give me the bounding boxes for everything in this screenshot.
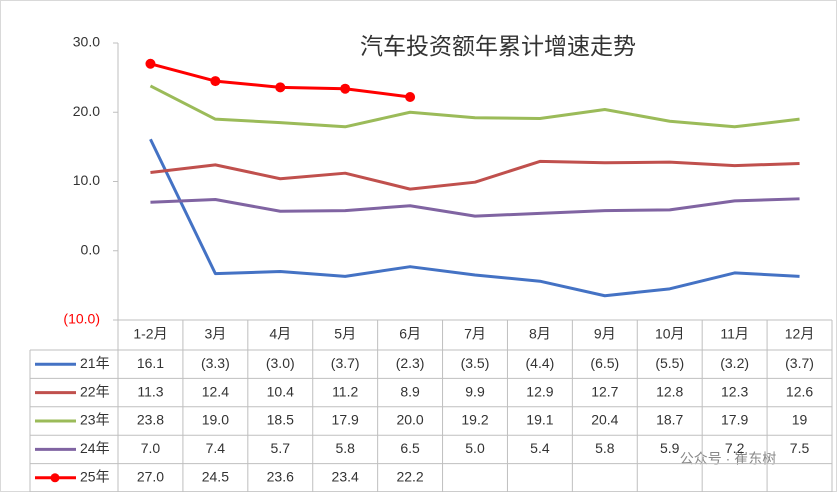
data-label: 23.6 <box>267 469 294 485</box>
legend-label: 25年 <box>80 469 110 485</box>
data-label: 19.2 <box>461 412 488 428</box>
data-label: 11.3 <box>137 383 163 399</box>
chart-title: 汽车投资额年累计增速走势 <box>360 33 636 59</box>
data-label: 8.9 <box>400 383 420 399</box>
y-tick-label: 30.0 <box>73 34 100 50</box>
x-tick-label: 12月 <box>785 326 815 342</box>
series-line <box>150 197 800 218</box>
data-label: 23.8 <box>137 412 164 428</box>
x-tick-label: 11月 <box>720 326 749 342</box>
data-label: (4.4) <box>526 355 555 371</box>
data-label: (3.0) <box>266 355 295 371</box>
series-line <box>149 138 800 298</box>
data-label: 10.4 <box>267 383 294 399</box>
x-tick-label: 10月 <box>655 326 685 342</box>
data-label: 12.9 <box>526 383 553 399</box>
x-tick-label: 1-2月 <box>133 326 167 342</box>
data-label: 17.9 <box>721 412 748 428</box>
data-label: (3.7) <box>331 355 360 371</box>
data-label: 20.4 <box>591 412 618 428</box>
y-tick-label: 20.0 <box>73 103 100 119</box>
data-label: 7.0 <box>141 440 161 456</box>
data-label: 19.1 <box>526 412 553 428</box>
data-label: 5.8 <box>595 440 615 456</box>
series-line <box>149 84 800 129</box>
x-tick-label: 7月 <box>464 326 486 342</box>
data-label: (3.7) <box>785 355 814 371</box>
data-label: (2.3) <box>396 355 425 371</box>
data-label: 23.4 <box>332 469 359 485</box>
y-tick-label: 0.0 <box>81 241 101 257</box>
legend-label: 24年 <box>80 440 110 456</box>
legend-label: 23年 <box>80 412 110 428</box>
data-label: 12.4 <box>202 383 229 399</box>
data-label: 12.3 <box>721 383 748 399</box>
x-tick-label: 3月 <box>204 326 226 342</box>
data-label: 5.0 <box>465 440 485 456</box>
data-label: 12.6 <box>786 383 813 399</box>
legend-marker <box>50 473 60 483</box>
marker <box>145 58 156 69</box>
data-label: 5.4 <box>530 440 550 456</box>
data-label: 7.4 <box>206 440 226 456</box>
marker <box>340 83 351 94</box>
data-label: 22.2 <box>396 469 423 485</box>
y-tick-label: 10.0 <box>73 172 100 188</box>
marker <box>275 82 286 93</box>
marker <box>405 92 416 103</box>
watermark: 公众号 · 崔东树 <box>680 451 776 467</box>
x-tick-label: 8月 <box>529 326 551 342</box>
data-label: 5.8 <box>335 440 355 456</box>
legend-label: 22年 <box>80 383 110 399</box>
marker <box>210 76 221 87</box>
data-label: (5.5) <box>655 355 684 371</box>
x-tick-label: 5月 <box>334 326 356 342</box>
x-tick-label: 4月 <box>269 326 291 342</box>
data-label: 27.0 <box>137 469 164 485</box>
data-label: 24.5 <box>202 469 229 485</box>
data-label: 16.1 <box>137 355 164 371</box>
data-label: 7.5 <box>790 440 810 456</box>
data-label: 18.7 <box>656 412 683 428</box>
data-label: 7.2 <box>725 440 745 456</box>
data-label: (3.2) <box>720 355 749 371</box>
y-tick-label: (10.0) <box>63 311 100 327</box>
data-label: 5.7 <box>271 440 291 456</box>
data-label: (3.5) <box>461 355 490 371</box>
data-label: 19 <box>792 412 808 428</box>
data-label: 5.9 <box>660 440 680 456</box>
data-label: 20.0 <box>396 412 423 428</box>
data-label: 6.5 <box>400 440 420 456</box>
data-label: 17.9 <box>332 412 359 428</box>
data-label: 9.9 <box>465 383 485 399</box>
data-label: (3.3) <box>201 355 230 371</box>
data-label: (6.5) <box>590 355 619 371</box>
series-line <box>150 159 800 191</box>
data-label: 11.2 <box>332 383 358 399</box>
data-label: 12.8 <box>656 383 683 399</box>
data-label: 19.0 <box>202 412 229 428</box>
data-label: 18.5 <box>267 412 294 428</box>
x-tick-label: 6月 <box>399 326 421 342</box>
legend-label: 21年 <box>80 355 110 371</box>
x-tick-label: 9月 <box>594 326 616 342</box>
data-label: 12.7 <box>591 383 618 399</box>
